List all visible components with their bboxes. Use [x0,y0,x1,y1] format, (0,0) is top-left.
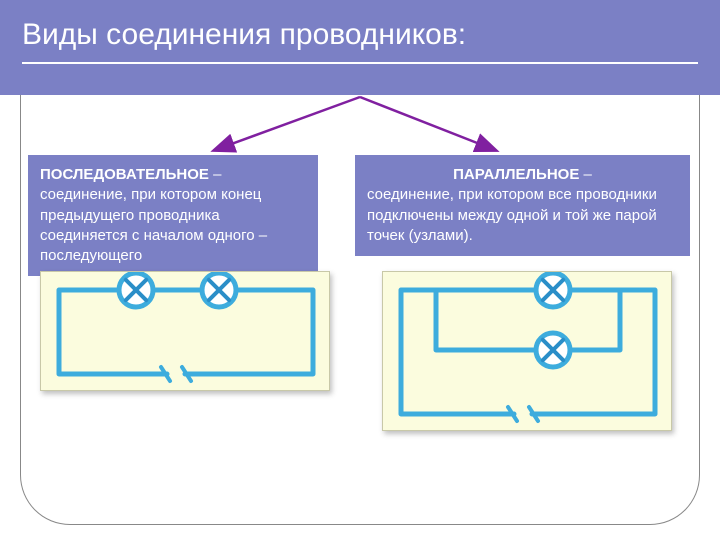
definition-parallel: ПАРАЛЛЕЛЬНОЕ – соединение, при котором в… [355,155,690,256]
slide-header: Виды соединения проводников: [0,0,720,95]
definition-parallel-title: ПАРАЛЛЕЛЬНОЕ [453,166,579,183]
title-underline [22,62,698,64]
definition-series-title: ПОСЛЕДОВАТЕЛЬНОЕ [40,166,209,183]
circuit-parallel-diagram [383,272,673,432]
circuit-series-diagram [41,272,331,392]
circuit-parallel-panel [382,271,672,431]
slide-content: ПОСЛЕДОВАТЕЛЬНОЕ – соединение, при котор… [0,95,720,540]
definition-series-sep: – [209,166,222,183]
circuit-series-panel [40,271,330,391]
slide-title: Виды соединения проводников: [22,18,698,52]
definition-parallel-sep: – [579,166,592,183]
definition-parallel-text: соединение, при котором все проводники п… [367,186,657,244]
definition-series-text: соединение, при котором конец предыдущег… [40,186,267,264]
definition-series: ПОСЛЕДОВАТЕЛЬНОЕ – соединение, при котор… [28,155,318,276]
